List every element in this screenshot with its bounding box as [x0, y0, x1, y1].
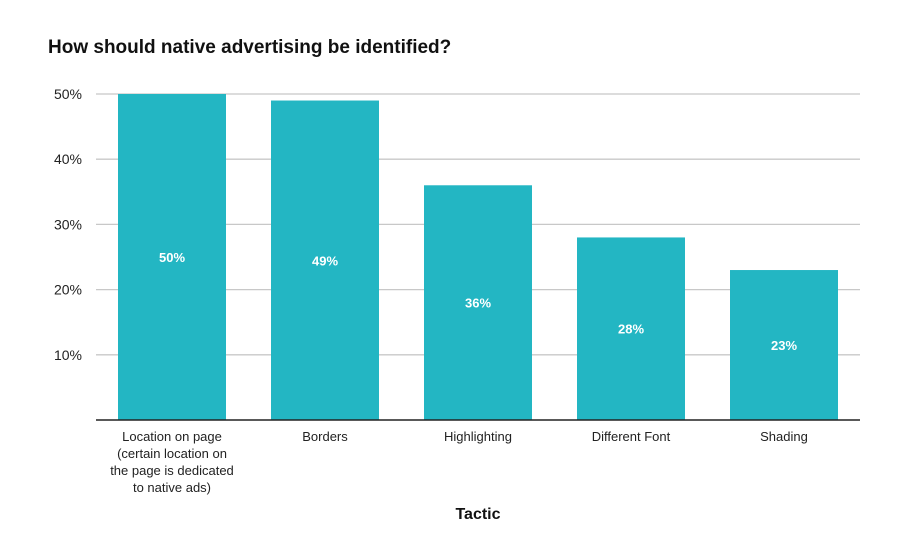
- data-label: 23%: [771, 338, 797, 353]
- x-tick-label: Borders: [302, 429, 348, 444]
- y-tick-label: 50%: [54, 86, 82, 102]
- data-label: 28%: [618, 322, 644, 337]
- y-tick-label: 40%: [54, 151, 82, 167]
- bar: [424, 185, 532, 420]
- x-tick-label: Shading: [760, 429, 808, 444]
- data-label: 50%: [159, 250, 185, 265]
- x-tick-label: Location on page (certain location on the …: [110, 429, 234, 495]
- y-tick-label: 20%: [54, 282, 82, 298]
- y-tick-label: 30%: [54, 216, 82, 232]
- x-tick-label: Different Font: [592, 429, 671, 444]
- x-axis-label: Tactic: [455, 506, 500, 523]
- data-label: 36%: [465, 296, 491, 311]
- bar: [271, 100, 379, 421]
- x-tick-label: Highlighting: [444, 429, 512, 444]
- bar: [730, 270, 838, 420]
- data-label: 49%: [312, 253, 338, 268]
- bar: [118, 94, 226, 420]
- y-tick-label: 10%: [54, 347, 82, 363]
- chart-title: How should native advertising be identif…: [48, 37, 451, 58]
- bar: [577, 237, 685, 420]
